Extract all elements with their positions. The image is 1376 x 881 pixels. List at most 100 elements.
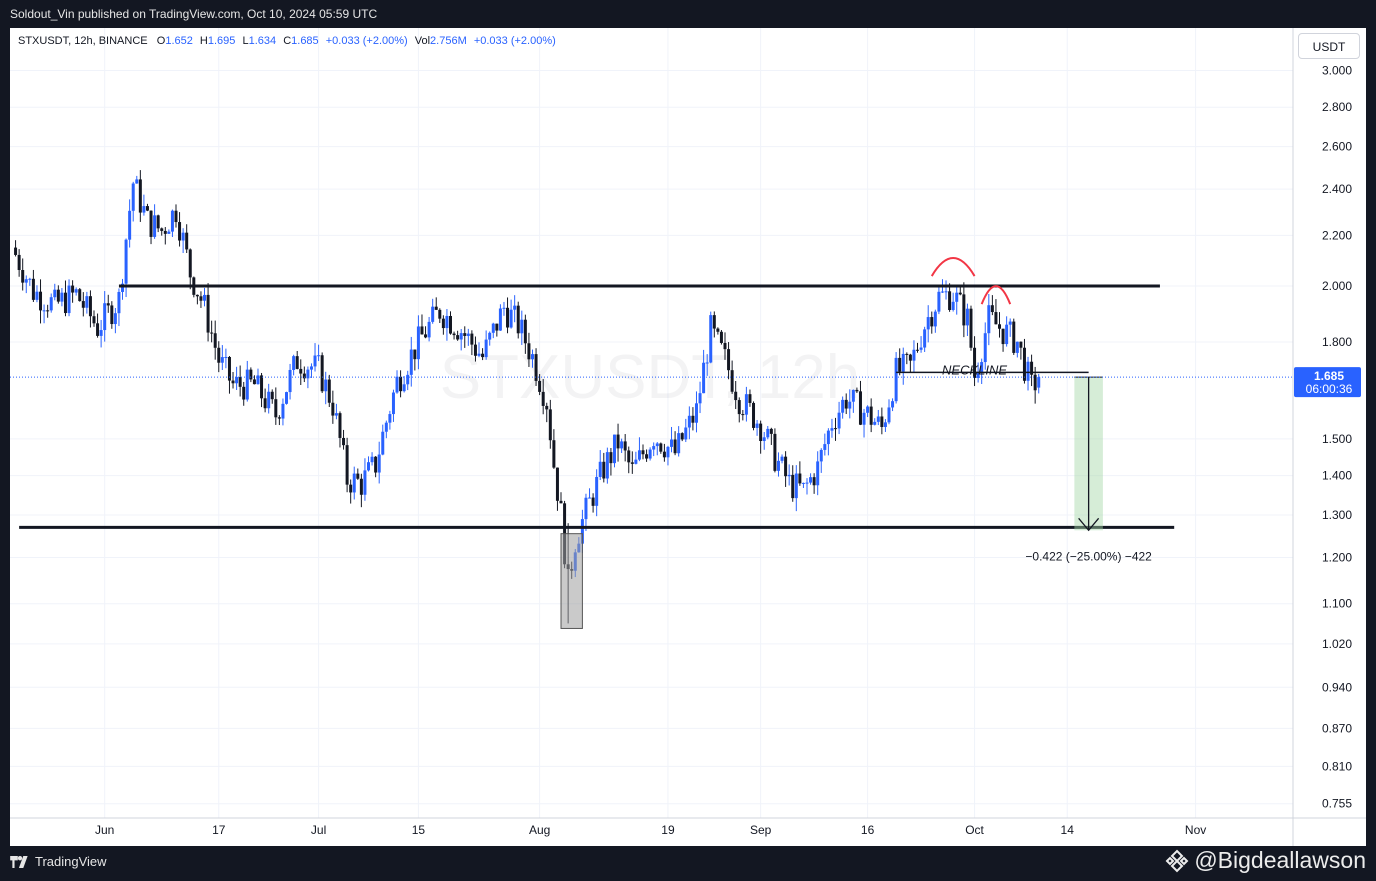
time-tick-label: 17 xyxy=(212,823,226,837)
candle-up xyxy=(477,342,481,358)
candle-body xyxy=(170,210,174,232)
candle-body xyxy=(883,422,887,427)
candle-up xyxy=(24,275,28,294)
candle-body xyxy=(124,239,128,284)
candle-down xyxy=(719,329,723,345)
candle-body xyxy=(377,454,381,473)
candle-up xyxy=(1005,316,1009,347)
legend-close-key: C xyxy=(283,35,292,47)
candle-down xyxy=(908,353,912,373)
candle-body xyxy=(484,339,488,358)
candle-down xyxy=(752,401,756,431)
candle-down xyxy=(623,434,627,462)
candle-body xyxy=(224,356,228,358)
candle-up xyxy=(702,349,706,394)
candle-up xyxy=(816,451,820,496)
candle-down xyxy=(302,366,306,383)
candle-down xyxy=(345,437,349,493)
candle-body xyxy=(374,456,378,473)
candle-body xyxy=(630,462,634,464)
candle-body xyxy=(876,416,880,422)
currency-button[interactable]: USDT xyxy=(1298,33,1360,59)
measure-arrow-head xyxy=(1078,517,1100,532)
candle-down xyxy=(81,292,85,317)
candle-down xyxy=(434,297,438,311)
candle-body xyxy=(28,278,32,280)
candle-up xyxy=(980,358,984,385)
candle-up xyxy=(530,349,534,368)
candle-up xyxy=(288,363,292,400)
candle-body xyxy=(887,407,891,423)
candle-body xyxy=(527,343,531,360)
candle-up xyxy=(655,442,659,456)
candle-down xyxy=(456,330,460,341)
legend-close: 1.685 xyxy=(291,35,319,47)
candle-down xyxy=(145,203,149,212)
candle-up xyxy=(509,299,513,329)
candle-body xyxy=(641,450,645,455)
candle-up xyxy=(484,330,488,360)
legend-open-key: O xyxy=(156,35,166,47)
candle-up xyxy=(666,445,670,466)
candle-body xyxy=(195,294,199,297)
candle-down xyxy=(295,350,299,370)
candle-body xyxy=(541,391,545,406)
candle-down xyxy=(552,429,556,469)
candle-down xyxy=(741,409,745,421)
candle-body xyxy=(548,409,552,441)
candle-body xyxy=(78,289,82,302)
tradingview-brand[interactable]: TradingView xyxy=(10,854,107,869)
candle-body xyxy=(841,399,845,413)
candle-body xyxy=(21,270,25,283)
candle-down xyxy=(481,348,485,361)
candle-body xyxy=(142,206,146,213)
time-tick-label: 16 xyxy=(861,823,875,837)
candle-body xyxy=(737,400,741,415)
candle-up xyxy=(491,322,495,339)
candle-down xyxy=(727,342,731,380)
candle-down xyxy=(730,360,734,394)
candle-up xyxy=(395,370,399,394)
candle-body xyxy=(206,294,210,333)
candle-up xyxy=(388,410,392,430)
candle-body xyxy=(919,347,923,350)
candle-down xyxy=(185,224,189,254)
candle-down xyxy=(962,282,966,338)
candle-down xyxy=(555,467,559,511)
candle-up xyxy=(285,391,289,405)
candle-body xyxy=(356,473,360,479)
candle-body xyxy=(39,291,43,311)
candle-down xyxy=(905,352,909,365)
candle-up xyxy=(851,389,855,413)
candle-down xyxy=(973,336,977,387)
candle-body xyxy=(24,279,28,283)
candle-down xyxy=(534,348,538,386)
candle-body xyxy=(409,349,413,375)
candle-up xyxy=(427,316,431,342)
candle-up xyxy=(944,280,948,300)
candle-body xyxy=(488,332,492,340)
legend-vol: 2.756M xyxy=(430,35,467,47)
candle-down xyxy=(299,359,303,386)
publish-line: Soldout_Vin published on TradingView.com… xyxy=(10,7,378,21)
candle-down xyxy=(92,310,96,327)
price-tick-label: 1.500 xyxy=(1322,432,1352,446)
candle-up xyxy=(866,405,870,418)
candle-down xyxy=(342,429,346,450)
candle-body xyxy=(349,484,353,493)
candle-body xyxy=(285,392,289,404)
candle-body xyxy=(452,333,456,336)
price-chart[interactable]: 3.000 2.800 2.600 2.400 2.200 2.000 1.800 1.500… xyxy=(10,28,1366,846)
candle-down xyxy=(662,443,666,462)
candle-down xyxy=(448,311,452,335)
candle-body xyxy=(762,437,766,441)
candle-body xyxy=(235,377,239,384)
candle-body xyxy=(160,228,164,231)
candle-down xyxy=(538,374,542,396)
candle-body xyxy=(976,372,980,378)
chart-frame[interactable]: 3.000 2.800 2.600 2.400 2.200 2.000 1.800 1.500… xyxy=(10,28,1366,846)
candle-down xyxy=(320,352,324,394)
candle-up xyxy=(292,354,296,376)
candle-body xyxy=(812,477,816,486)
candle-body xyxy=(555,467,559,501)
